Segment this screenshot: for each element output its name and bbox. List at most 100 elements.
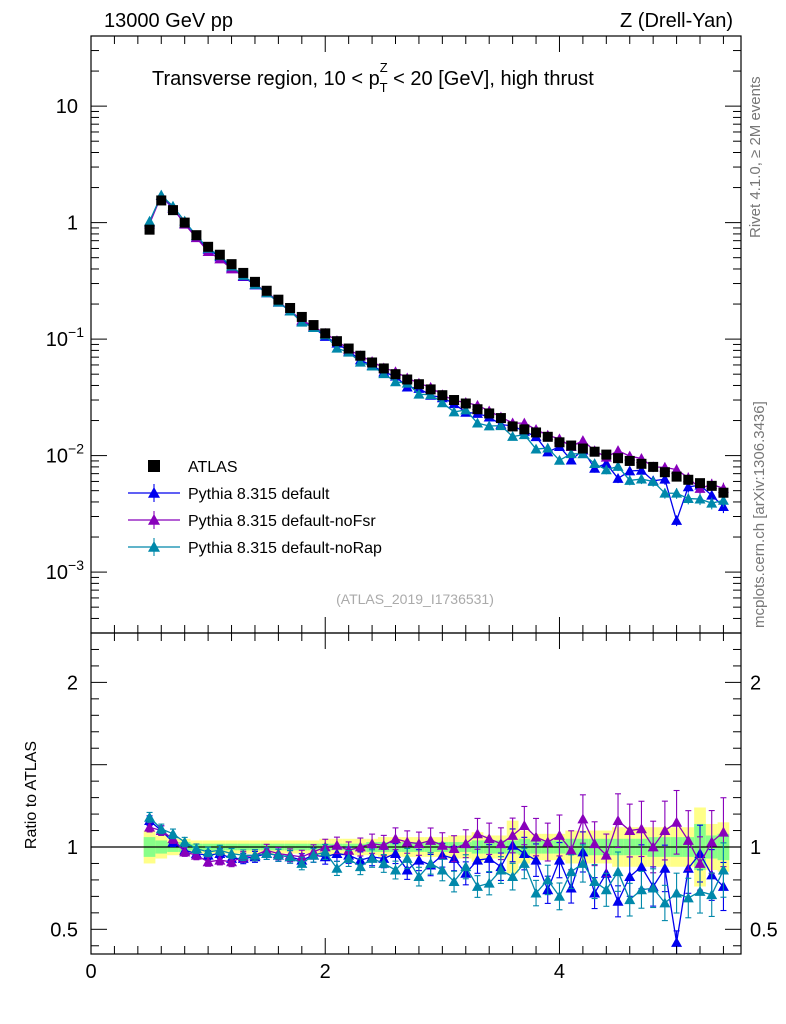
mc-point-ratio — [401, 853, 413, 863]
mc-point-ratio — [144, 821, 156, 832]
mc-point-ratio — [460, 861, 472, 872]
mc-point-ratio — [624, 871, 636, 882]
ratio-data-layer — [91, 789, 741, 954]
main-panel: Transverse region, 10 < pZ T < 20 [GeV], … — [46, 35, 741, 634]
atlas-data-point — [320, 328, 331, 339]
mc-point-ratio — [237, 849, 249, 860]
atlas-data-point — [343, 343, 354, 354]
mc-point-ratio — [308, 849, 320, 860]
atlas-data-point — [683, 474, 694, 485]
mc-point-main — [331, 342, 343, 353]
x-axis: 0 2 4 — [85, 36, 724, 983]
mc-point-main — [390, 376, 402, 387]
legend-marker-triangle — [148, 541, 160, 552]
mc-point-ratio — [483, 853, 495, 863]
main-y-tick-label: 10−1 — [46, 324, 84, 351]
legend-marker-triangle — [148, 487, 160, 498]
mc-point-ratio — [214, 854, 226, 865]
atlas-data-point — [495, 413, 506, 424]
atlas-data-point — [144, 224, 155, 235]
mc-point-ratio — [483, 877, 495, 888]
mc-point-main — [682, 493, 694, 503]
mc-point-ratio — [647, 882, 659, 893]
mcplots-credit-label: mcplots.cern.ch [arXiv:1306.3436] — [751, 401, 768, 628]
atlas-data-point — [191, 230, 202, 241]
mc-point-main — [671, 487, 683, 498]
mc-point-ratio — [401, 864, 413, 875]
mc-point-main — [507, 430, 519, 441]
atlas-data-point — [437, 390, 448, 401]
mc-point-ratio — [425, 834, 437, 845]
mc-point-main — [671, 515, 683, 525]
mc-point-ratio — [460, 838, 472, 849]
mc-point-ratio — [717, 826, 729, 837]
mc-point-main — [717, 494, 729, 505]
mc-point-ratio — [378, 839, 390, 850]
mc-point-ratio — [471, 854, 483, 865]
ratio-y-tick-label: 0.5 — [50, 919, 78, 941]
mc-point-ratio — [436, 839, 448, 850]
mc-point-main — [413, 388, 425, 399]
legend-entry-label: Pythia 8.315 default — [188, 486, 330, 503]
ratio-y-tick-label: 1 — [67, 837, 78, 859]
mc-point-ratio — [542, 836, 554, 847]
atlas-data-point — [449, 395, 460, 406]
mc-point-ratio — [612, 815, 624, 826]
mc-point-ratio — [612, 895, 624, 906]
atlas-data-point — [472, 404, 483, 415]
mc-point-main — [694, 493, 706, 504]
atlas-data-point — [367, 357, 378, 368]
mc-point-ratio — [495, 864, 507, 875]
mc-point-main — [436, 397, 448, 408]
atlas-data-point — [331, 336, 342, 347]
mc-point-ratio — [471, 828, 483, 839]
mc-point-main — [659, 487, 671, 498]
mc-point-ratio — [530, 887, 542, 898]
mc-point-ratio — [378, 857, 390, 868]
mc-point-ratio — [226, 848, 238, 858]
mc-point-ratio — [495, 838, 507, 849]
atlas-data-point — [507, 421, 518, 432]
mc-point-main — [612, 460, 624, 471]
mc-point-ratio — [694, 857, 706, 868]
mc-point-ratio — [448, 876, 460, 886]
mc-point-ratio — [448, 843, 460, 854]
mc-point-ratio — [577, 857, 589, 868]
mc-point-ratio — [413, 871, 425, 882]
header-process-label: Z (Drell-Yan) — [620, 10, 733, 32]
atlas-data-point — [706, 480, 717, 491]
mc-point-ratio — [589, 838, 601, 849]
mc-point-main — [659, 473, 671, 484]
mc-point-ratio — [343, 853, 355, 863]
atlas-data-point — [566, 440, 577, 451]
ratio-y-tick-label-right: 1 — [750, 837, 761, 859]
legend-entry-label: ATLAS — [188, 459, 238, 476]
mc-point-ratio — [553, 854, 565, 865]
mc-point-ratio — [296, 857, 308, 868]
mc-point-ratio — [390, 833, 402, 844]
atlas-data-point — [425, 384, 436, 395]
mc-point-main — [483, 420, 495, 431]
atlas-data-point — [636, 458, 647, 469]
mc-point-main — [635, 473, 647, 484]
mc-point-main — [577, 435, 589, 445]
mc-point-ratio — [190, 843, 202, 854]
mc-point-ratio — [471, 881, 483, 891]
atlas-data-point — [285, 302, 296, 313]
mc-point-ratio — [319, 846, 331, 857]
mc-point-ratio — [366, 853, 378, 863]
mc-point-ratio — [589, 876, 601, 886]
x-tick-label: 4 — [554, 961, 565, 983]
mc-point-ratio — [624, 825, 636, 835]
main-y-tick-label: 10−3 — [46, 557, 84, 584]
main-y-tick-label: 10−2 — [46, 441, 84, 468]
mc-point-ratio — [518, 857, 530, 868]
mc-point-ratio — [635, 823, 647, 834]
mc-line-main — [148, 194, 724, 490]
mc-point-ratio — [331, 839, 343, 850]
mc-point-main — [448, 406, 460, 417]
atlas-data-point — [601, 449, 612, 460]
ratio-y-axis: 2 2 1 1 0.5 0.5 — [50, 648, 778, 947]
mc-point-main — [600, 457, 612, 468]
mc-point-ratio — [635, 884, 647, 895]
